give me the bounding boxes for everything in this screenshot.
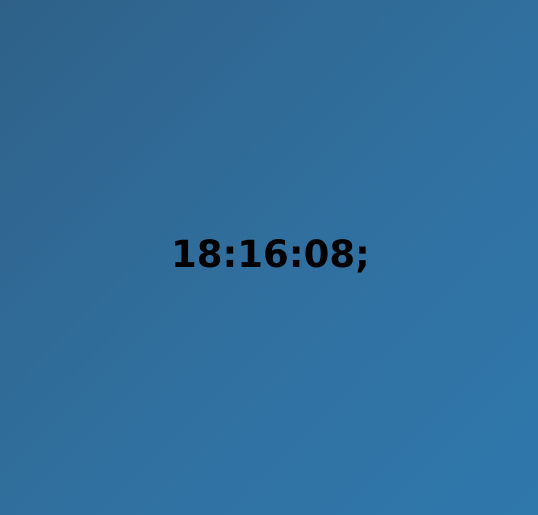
clock-time-display: 18:16:08; bbox=[171, 232, 370, 278]
